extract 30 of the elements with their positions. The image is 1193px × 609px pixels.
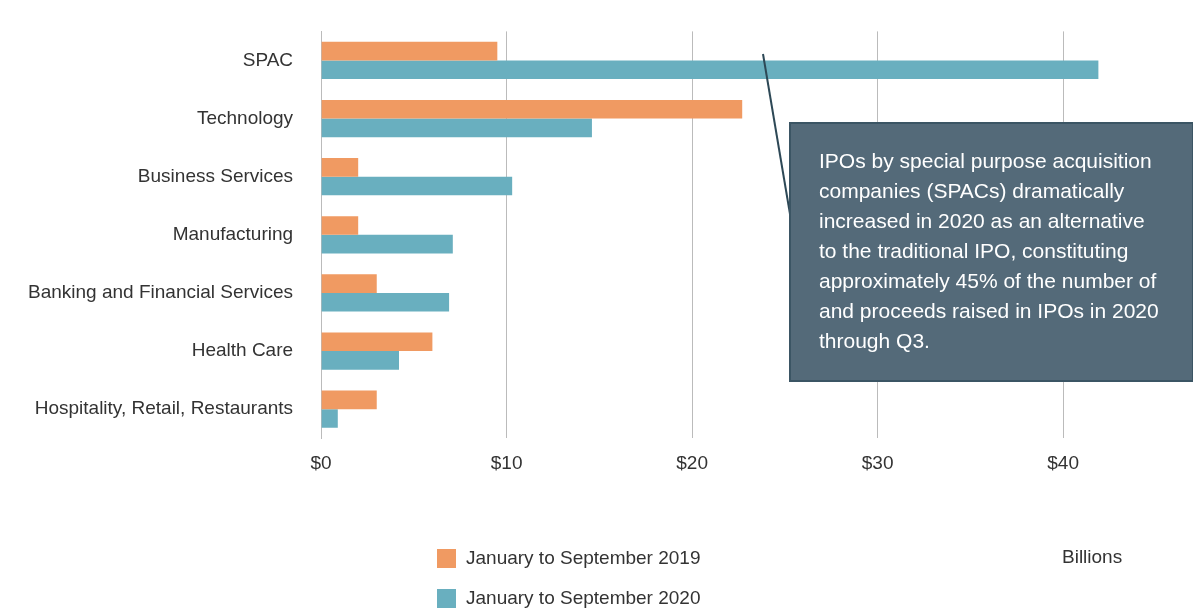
bar (321, 409, 338, 428)
y-tick-label: Health Care (191, 339, 294, 361)
bar (321, 292, 450, 312)
y-tick-label: Business Services (137, 164, 294, 186)
y-tick-label: Manufacturing (172, 223, 294, 245)
bar (321, 41, 498, 61)
x-tick-label: $20 (676, 451, 708, 473)
x-tick-label: $10 (490, 451, 523, 473)
bar (321, 176, 513, 196)
bar (321, 390, 377, 410)
bar (321, 118, 592, 138)
x-axis-title: Billions (1062, 546, 1123, 568)
x-tick-label: $0 (310, 451, 332, 473)
bar (321, 234, 453, 254)
callout-box: IPOs by special purpose acquisition companies (SPACs) dramatically increased in 2020 as an alternative to the traditional IPO, constituting approximately 45% of the number of and proceeds raised in IPOs in 2020 through Q3. (789, 122, 1193, 382)
y-tick-label: Technology (196, 106, 294, 128)
bar (321, 99, 743, 119)
bar (321, 158, 359, 177)
y-tick-label: Hospitality, Retail, Restaurants (34, 397, 294, 419)
y-tick-label: SPAC (242, 48, 294, 70)
bar (321, 60, 1099, 80)
legend-label: January to September 2019 (466, 547, 701, 569)
legend-label: January to September 2020 (466, 587, 701, 609)
bar (321, 332, 433, 352)
x-tick-label: $40 (1047, 451, 1079, 473)
bar (321, 274, 377, 293)
bar (321, 351, 400, 370)
x-tick-label: $30 (861, 451, 894, 473)
y-tick-label: Banking and Financial Services (28, 281, 294, 303)
bar (321, 216, 359, 235)
